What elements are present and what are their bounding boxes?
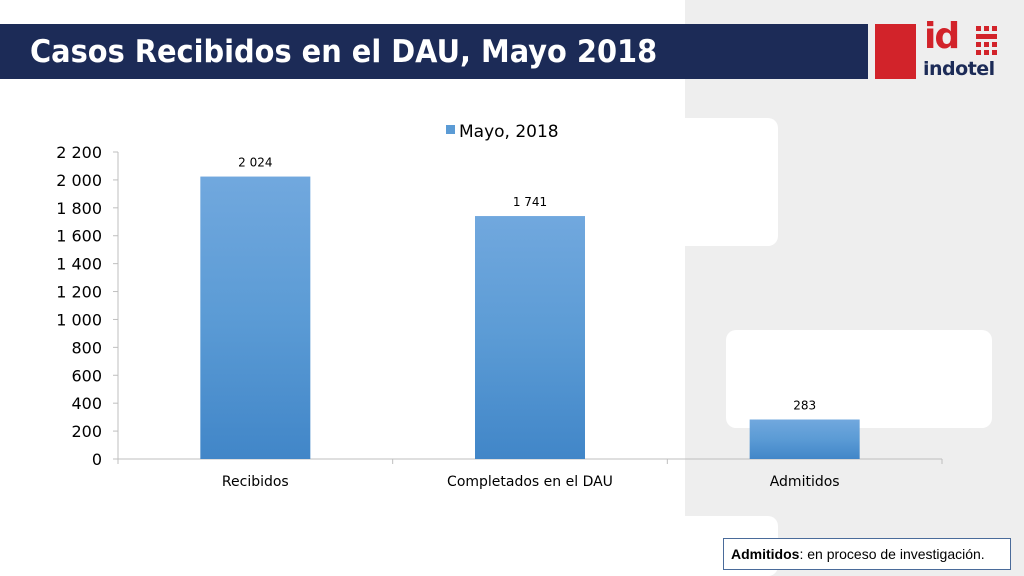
y-tick-label: 0 [92, 450, 102, 469]
indotel-logo: id indotel [920, 16, 1006, 84]
x-tick-label: Completados en el DAU [447, 474, 613, 490]
data-label: 283 [793, 399, 816, 413]
data-label: 2 024 [238, 156, 272, 170]
y-tick-label: 1 400 [56, 255, 102, 274]
y-tick-label: 200 [71, 422, 102, 441]
footnote-text: : en proceso de investigación. [799, 546, 985, 562]
y-tick-label: 1 800 [56, 199, 102, 218]
bar [475, 216, 585, 459]
y-tick-label: 2 200 [56, 143, 102, 162]
y-tick-label: 600 [71, 366, 102, 385]
background-shape [726, 330, 992, 428]
background-shape [660, 118, 778, 246]
logo-mark: id [924, 16, 960, 57]
page-title: Casos Recibidos en el DAU, Mayo 2018 [30, 33, 658, 70]
y-tick-label: 2 000 [56, 171, 102, 190]
title-bar: Casos Recibidos en el DAU, Mayo 2018 [0, 24, 868, 79]
accent-square [875, 24, 916, 79]
bar [749, 419, 860, 459]
legend-label: Mayo, 2018 [459, 122, 559, 142]
y-tick-label: 400 [71, 394, 102, 413]
footnote-box: Admitidos: en proceso de investigación. [723, 538, 1011, 570]
y-tick-label: 1 000 [56, 310, 102, 329]
y-tick-label: 1 600 [56, 227, 102, 246]
y-tick-label: 800 [71, 338, 102, 357]
background-panel [685, 0, 1024, 576]
logo-grid-icon [976, 26, 1002, 56]
x-tick-label: Admitidos [770, 474, 840, 490]
logo-name: indotel [923, 58, 995, 80]
x-tick-label: Recibidos [222, 474, 289, 490]
y-tick-label: 1 200 [56, 283, 102, 302]
legend-swatch [446, 125, 455, 134]
data-label: 1 741 [513, 195, 547, 209]
bar [200, 176, 311, 459]
footnote-term: Admitidos [731, 546, 800, 562]
